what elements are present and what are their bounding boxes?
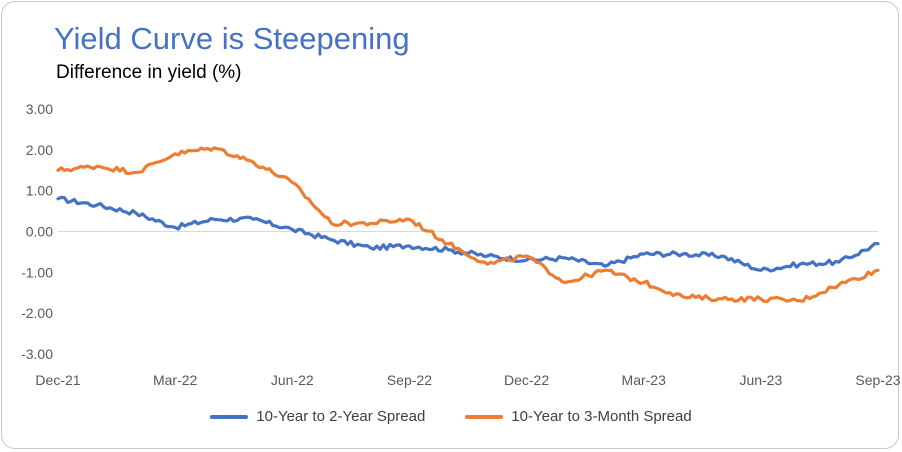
x-tick-label: Dec-21 <box>35 372 80 388</box>
chart-subtitle: Difference in yield (%) <box>56 62 242 83</box>
x-tick-label: Mar-23 <box>622 372 667 388</box>
legend-item-3m: 10-Year to 3-Month Spread <box>465 408 692 425</box>
y-tick-label: -2.00 <box>21 305 53 321</box>
chart-legend: 10-Year to 2-Year Spread 10-Year to 3-Mo… <box>0 408 902 425</box>
legend-swatch-3m <box>465 414 504 419</box>
x-tick-label: Jun-23 <box>739 372 782 388</box>
x-tick-label: Mar-22 <box>153 372 198 388</box>
series-line-10y-3m <box>56 146 880 303</box>
x-tick-label: Sep-22 <box>387 372 432 388</box>
y-tick-label: -3.00 <box>21 346 53 362</box>
y-tick-label: 2.00 <box>26 142 53 158</box>
legend-swatch-2y <box>210 414 249 419</box>
chart-title: Yield Curve is Steepening <box>54 21 410 56</box>
y-tick-label: 3.00 <box>26 101 53 117</box>
series-line-10y-2y <box>56 195 880 273</box>
y-tick-label: 1.00 <box>26 183 53 199</box>
x-tick-label: Sep-23 <box>855 372 900 388</box>
x-tick-label: Dec-22 <box>504 372 549 388</box>
x-tick-label: Jun-22 <box>271 372 314 388</box>
y-tick-label: 0.00 <box>26 224 53 240</box>
legend-label-2y: 10-Year to 2-Year Spread <box>256 408 426 425</box>
legend-item-2y: 10-Year to 2-Year Spread <box>210 408 425 425</box>
y-tick-label: -1.00 <box>21 264 53 280</box>
legend-label-3m: 10-Year to 3-Month Spread <box>511 408 692 425</box>
